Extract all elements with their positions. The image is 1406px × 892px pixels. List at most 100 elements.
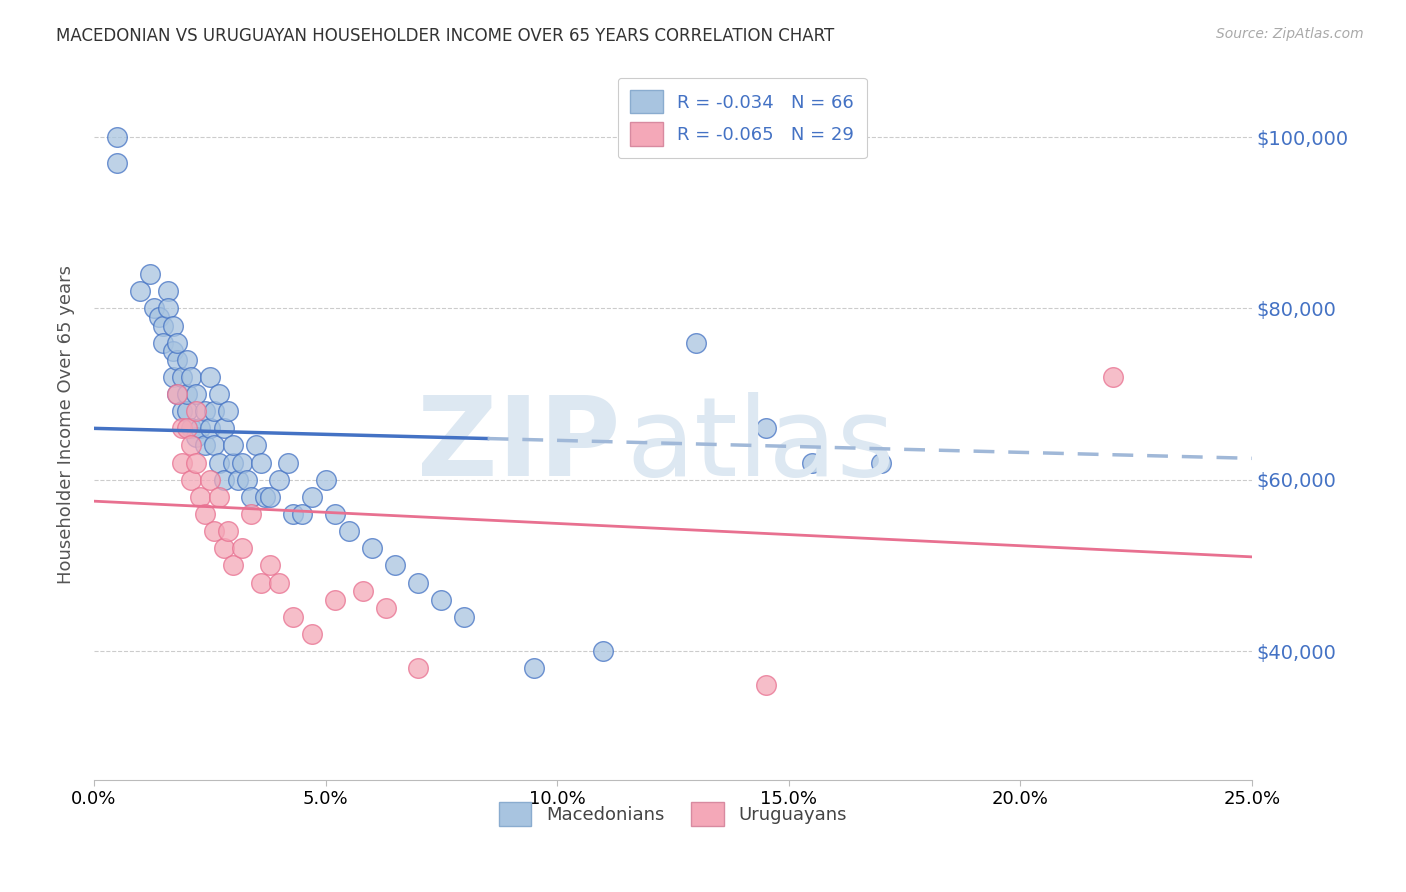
Point [190, 490, 212, 504]
Point [249, 575, 271, 590]
Point [208, 490, 231, 504]
Point [870, 456, 893, 470]
Point [198, 421, 221, 435]
Point [162, 344, 184, 359]
Point [162, 318, 184, 333]
Point [226, 473, 249, 487]
Point [217, 524, 239, 538]
Point [315, 473, 337, 487]
Text: atlas: atlas [627, 392, 896, 499]
Point [157, 285, 180, 299]
Point [212, 541, 235, 556]
Point [202, 404, 225, 418]
Point [453, 610, 475, 624]
Point [184, 430, 207, 444]
Point [176, 404, 198, 418]
Point [685, 335, 707, 350]
Point [105, 130, 128, 145]
Point [301, 490, 323, 504]
Point [249, 456, 271, 470]
Point [240, 507, 263, 521]
Point [157, 301, 180, 316]
Point [800, 456, 823, 470]
Point [202, 524, 225, 538]
Point [176, 421, 198, 435]
Point [170, 456, 193, 470]
Point [281, 507, 304, 521]
Point [754, 678, 776, 692]
Point [240, 490, 263, 504]
Point [222, 438, 245, 452]
Point [152, 335, 174, 350]
Point [269, 575, 291, 590]
Point [754, 421, 776, 435]
Point [190, 421, 212, 435]
Point [180, 438, 202, 452]
Point [208, 456, 231, 470]
Point [166, 335, 188, 350]
Text: MACEDONIAN VS URUGUAYAN HOUSEHOLDER INCOME OVER 65 YEARS CORRELATION CHART: MACEDONIAN VS URUGUAYAN HOUSEHOLDER INCO… [56, 27, 835, 45]
Point [277, 456, 299, 470]
Point [384, 558, 406, 573]
Point [352, 584, 374, 599]
Point [176, 352, 198, 367]
Point [259, 490, 281, 504]
Point [152, 318, 174, 333]
Point [170, 370, 193, 384]
Point [194, 507, 217, 521]
Text: Source: ZipAtlas.com: Source: ZipAtlas.com [1216, 27, 1364, 41]
Point [406, 575, 429, 590]
Point [129, 285, 152, 299]
Point [184, 387, 207, 401]
Point [222, 558, 245, 573]
Point [245, 438, 267, 452]
Point [231, 456, 253, 470]
Point [231, 541, 253, 556]
Legend: Macedonians, Uruguayans: Macedonians, Uruguayans [489, 793, 856, 835]
Point [217, 404, 239, 418]
Point [281, 610, 304, 624]
Point [162, 370, 184, 384]
Point [166, 387, 188, 401]
Point [202, 438, 225, 452]
Point [180, 421, 202, 435]
Point [194, 404, 217, 418]
Point [259, 558, 281, 573]
Point [212, 473, 235, 487]
Point [166, 387, 188, 401]
Point [291, 507, 314, 521]
Point [184, 456, 207, 470]
Point [194, 438, 217, 452]
Point [222, 456, 245, 470]
Y-axis label: Householder Income Over 65 years: Householder Income Over 65 years [58, 265, 75, 583]
Point [198, 370, 221, 384]
Point [212, 421, 235, 435]
Point [254, 490, 277, 504]
Point [406, 661, 429, 675]
Point [166, 352, 188, 367]
Point [236, 473, 259, 487]
Point [323, 507, 346, 521]
Point [176, 387, 198, 401]
Point [184, 404, 207, 418]
Point [360, 541, 382, 556]
Point [323, 592, 346, 607]
Point [523, 661, 546, 675]
Point [180, 370, 202, 384]
Point [198, 473, 221, 487]
Point [430, 592, 453, 607]
Text: ZIP: ZIP [418, 392, 621, 499]
Point [374, 601, 396, 615]
Point [148, 310, 170, 324]
Point [105, 155, 128, 169]
Point [170, 404, 193, 418]
Point [170, 421, 193, 435]
Point [208, 387, 231, 401]
Point [138, 267, 160, 281]
Point [301, 627, 323, 641]
Point [1102, 370, 1125, 384]
Point [180, 473, 202, 487]
Point [269, 473, 291, 487]
Point [592, 644, 614, 658]
Point [143, 301, 166, 316]
